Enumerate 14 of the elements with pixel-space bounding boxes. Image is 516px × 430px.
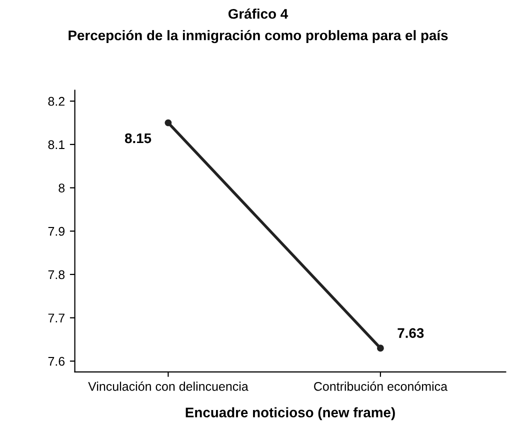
- chart-title: Gráfico 4: [228, 8, 288, 19]
- x-tick-label: Contribución económica: [314, 382, 448, 391]
- y-tick-label: 7.9: [48, 226, 65, 236]
- y-tick-label: 7.8: [48, 270, 65, 280]
- y-tick-label: 8.1: [48, 140, 64, 150]
- x-axis-title: Encuadre noticioso (new frame): [186, 407, 395, 420]
- data-label: 7.63: [398, 328, 424, 338]
- y-tick-label: 8.2: [48, 96, 64, 106]
- y-tick-label: 8: [58, 184, 65, 192]
- y-tick-label: 7.6: [48, 356, 65, 366]
- y-tick-label: 7.7: [48, 314, 64, 322]
- data-label: 8.15: [124, 133, 152, 144]
- chart-subtitle: Percepción de la inmigración como problema para el país: [68, 30, 448, 44]
- x-tick-label: Vinculación con delincuencia: [88, 382, 248, 391]
